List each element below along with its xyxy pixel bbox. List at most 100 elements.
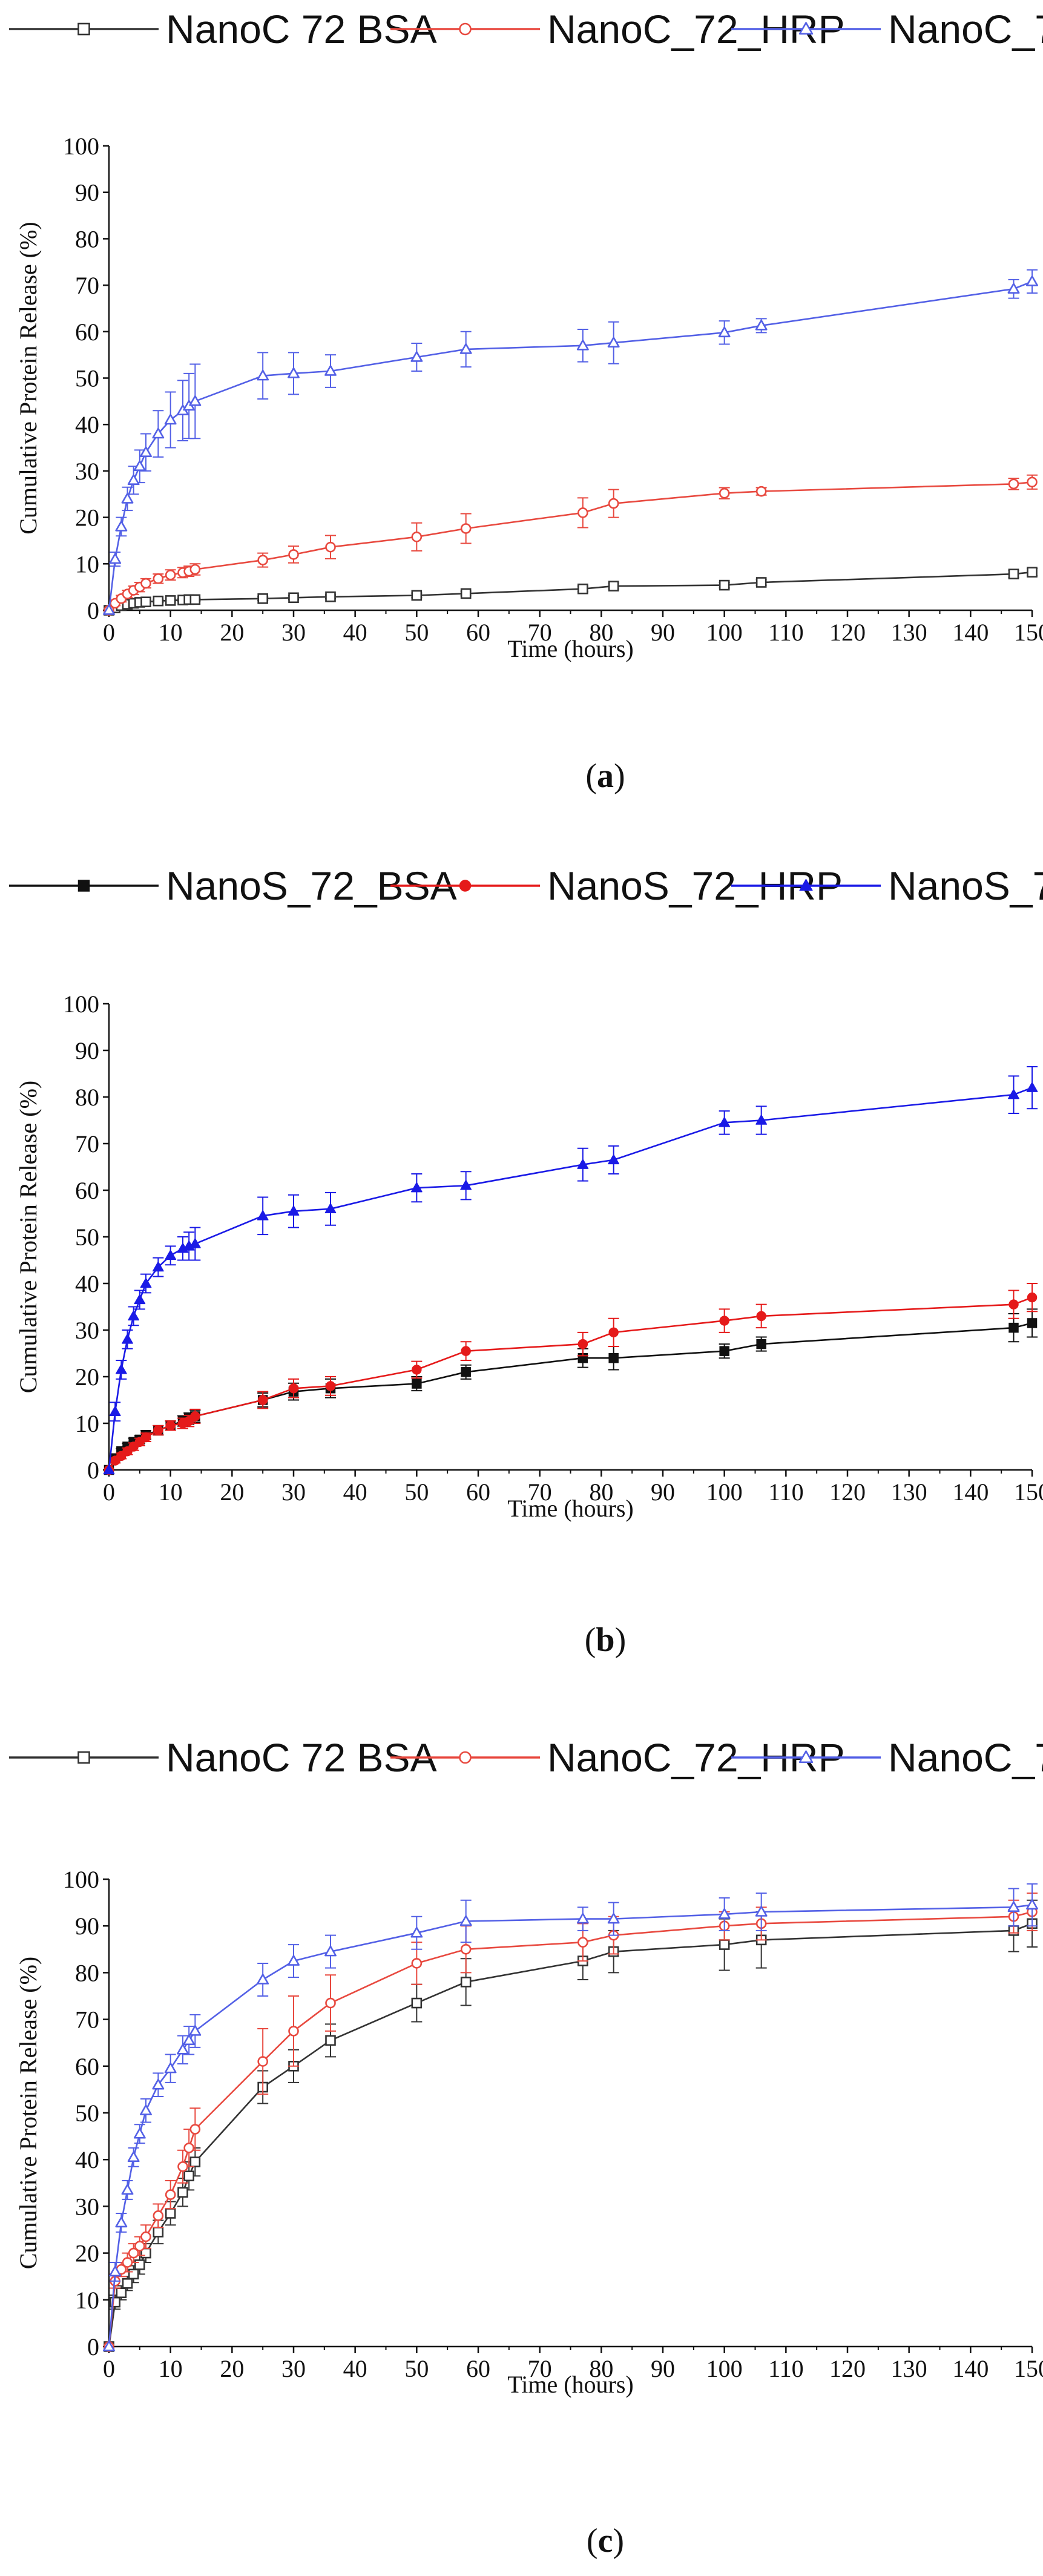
marker-circle — [325, 1381, 336, 1391]
caption-paren: ( — [585, 757, 597, 795]
marker-triangle — [755, 1906, 768, 1917]
marker-triangle — [718, 1908, 731, 1919]
marker-triangle — [1008, 1089, 1019, 1099]
y-tick-label: 10 — [75, 550, 99, 578]
marker-square — [608, 581, 619, 591]
x-tick-label: 100 — [706, 2355, 743, 2382]
marker-circle — [1027, 1292, 1038, 1303]
marker-triangle — [719, 1116, 731, 1127]
y-tick-label: 10 — [75, 1410, 99, 1437]
marker-circle — [257, 2056, 268, 2067]
x-tick-label: 130 — [891, 2355, 927, 2382]
x-tick-label: 70 — [528, 2355, 552, 2382]
marker-circle — [411, 532, 423, 542]
marker-triangle — [165, 1250, 177, 1260]
marker-square — [183, 2170, 194, 2182]
x-tick-label: 100 — [706, 619, 743, 646]
marker-square — [755, 577, 767, 588]
x-tick-label: 50 — [404, 1478, 429, 1506]
x-tick-label: 120 — [829, 2355, 866, 2382]
x-tick-label: 0 — [103, 1478, 115, 1506]
marker-circle — [140, 1432, 151, 1443]
marker-triangle — [152, 427, 165, 439]
marker-circle — [755, 486, 767, 497]
y-tick-label: 60 — [75, 318, 99, 346]
y-axis-title: Cumulative Protein Release (%) — [15, 1957, 42, 2270]
marker-triangle — [109, 1406, 121, 1416]
marker-circle — [719, 487, 730, 499]
x-tick-label: 40 — [343, 1478, 367, 1506]
marker-circle — [128, 2247, 139, 2259]
marker-triangle — [189, 2024, 202, 2036]
marker-triangle — [121, 492, 134, 504]
marker-triangle — [115, 2216, 128, 2228]
marker-circle — [257, 1395, 268, 1405]
marker-square — [165, 2208, 176, 2219]
marker-triangle — [755, 319, 768, 331]
y-tick-label: 40 — [75, 1270, 99, 1297]
caption-paren: ( — [587, 2522, 598, 2560]
x-tick-label: 80 — [589, 2355, 613, 2382]
y-tick-label: 80 — [75, 225, 99, 252]
marker-triangle — [109, 2265, 122, 2277]
marker-circle — [577, 1339, 588, 1349]
y-tick-label: 70 — [75, 2006, 99, 2034]
marker-square — [719, 579, 730, 591]
marker-triangle — [122, 1334, 133, 1344]
marker-square — [165, 595, 176, 606]
marker-triangle — [189, 1238, 201, 1248]
y-tick-label: 0 — [87, 2333, 99, 2360]
x-tick-label: 70 — [528, 619, 552, 646]
marker-square — [460, 1977, 472, 1988]
marker-circle — [460, 523, 472, 534]
x-tick-label: 40 — [343, 2355, 367, 2382]
marker-triangle — [288, 1205, 300, 1216]
marker-square — [189, 594, 201, 605]
x-tick-label: 140 — [952, 2355, 989, 2382]
y-tick-label: 40 — [75, 2146, 99, 2173]
legend-label: NanoC_72_CC — [888, 7, 1043, 51]
y-tick-label: 30 — [75, 458, 99, 485]
x-tick-label: 10 — [159, 2355, 183, 2382]
marker-triangle — [798, 22, 814, 35]
marker-square — [411, 590, 423, 601]
y-tick-label: 80 — [75, 1959, 99, 1986]
marker-square — [1008, 1322, 1019, 1333]
y-tick-label: 40 — [75, 411, 99, 438]
marker-circle — [165, 1420, 176, 1431]
marker-triangle — [324, 365, 337, 376]
marker-triangle — [103, 2340, 115, 2351]
marker-triangle — [288, 367, 300, 378]
marker-triangle — [576, 339, 589, 351]
marker-square — [577, 583, 588, 595]
marker-square — [1008, 568, 1019, 579]
marker-circle — [1008, 1299, 1019, 1309]
marker-circle — [288, 2026, 299, 2037]
y-axis-title: Cumulative Protein Release (%) — [15, 1081, 42, 1394]
x-tick-label: 60 — [466, 2355, 490, 2382]
marker-circle — [325, 541, 336, 553]
series-0 — [104, 567, 1038, 616]
y-tick-label: 50 — [75, 365, 99, 392]
marker-triangle — [608, 1154, 620, 1165]
series-2 — [103, 1883, 1038, 2351]
marker-triangle — [1026, 1082, 1038, 1092]
marker-triangle — [798, 1750, 814, 1764]
marker-triangle — [127, 474, 140, 486]
marker-square — [189, 2156, 201, 2167]
marker-circle — [165, 2189, 176, 2200]
marker-circle — [153, 1425, 163, 1435]
marker-square — [128, 2268, 139, 2280]
y-tick-label: 30 — [75, 2193, 99, 2220]
series-1 — [104, 1283, 1038, 1475]
marker-triangle — [324, 1945, 337, 1957]
legend-item: NanoC_72_CC — [731, 7, 1043, 51]
x-tick-label: 0 — [103, 619, 115, 646]
marker-triangle — [115, 521, 128, 532]
x-tick-label: 100 — [706, 1478, 743, 1506]
y-tick-label: 90 — [75, 1912, 99, 1940]
marker-square — [134, 2259, 145, 2270]
y-tick-label: 100 — [63, 133, 99, 160]
